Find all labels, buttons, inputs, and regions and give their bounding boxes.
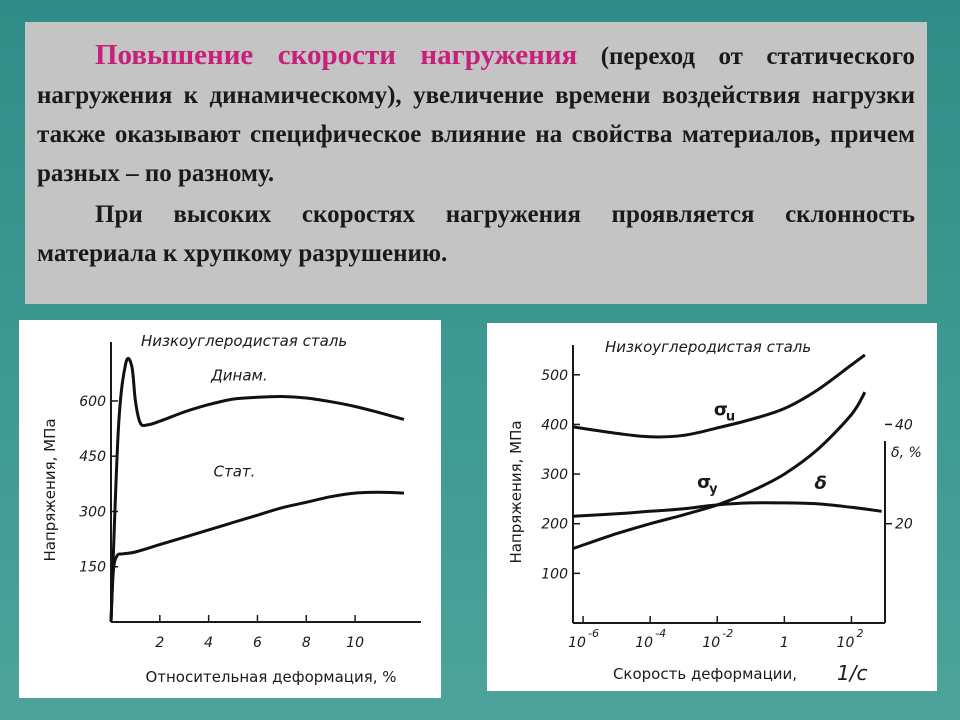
chart-right-ylabel: Напряжения, МПа [507,420,525,563]
highlight-phrase: Повышение скорости нагружения [95,39,578,71]
chart-left-ylabel: Напряжения, МПа [41,418,59,561]
intro-rest: (переход от статического нагружения к ди… [37,43,915,187]
series-label-sigma-u: σ [714,399,728,420]
x-tick-label-right: 10 [702,635,720,651]
chart-right-xlabel: Скорость деформации, [613,665,797,683]
series-label-sub-sigma-u: u [726,409,735,424]
y-tick-label-right: 400 [541,417,568,433]
series-line-dynamic [109,356,405,623]
series-line-sigma-u [572,353,866,439]
series-label-sub-sigma-y: y [709,482,718,497]
x-tick-label-right: 10 [635,635,653,651]
y-tick-label-right: 300 [541,467,568,483]
series-label-static: Стат. [214,462,256,480]
x-tick-label-left: 2 [155,635,164,651]
chart-strain-rate: Низкоуглеродистая сталь 10 -6 10 -4 10 -2 1 10 2 1… [487,323,937,691]
x-tick-label-left: 10 [346,635,364,651]
y2-tick-label-right: 20 [895,517,913,533]
series-line-delta [572,501,882,518]
y-tick-label-right: 100 [541,566,568,582]
series-label-dynamic: Динам. [210,367,268,385]
y-tick-label-left: 300 [79,504,106,520]
x-tick-label-right: 10 [837,635,855,651]
x-tick-label-left: 6 [253,635,262,651]
series-label-delta: δ [815,473,827,494]
x-tick-exponent-right: 2 [856,627,863,640]
series-line-static [109,490,404,623]
y-tick-label-left: 600 [79,394,106,410]
paragraph-conclusion: При высоких скоростях нагружения проявля… [37,201,915,267]
chart-left-title: Низкоуглеродистая сталь [141,332,347,350]
y-tick-label-left: 450 [79,449,106,465]
x-tick-label-right: 10 [568,635,586,651]
y-tick-label-left: 150 [79,560,106,576]
chart-right-title: Низкоуглеродистая сталь [605,338,811,356]
chart-right-y2label: δ, % [891,445,922,461]
paragraph-intro: Повышение скорости нагружения (переход о… [37,36,915,193]
series-line-sigma-y [572,391,867,550]
x-tick-label-left: 4 [204,635,213,651]
x-tick-label-right: 1 [780,635,789,651]
x-tick-exponent-right: -6 [588,627,599,640]
text-panel: Повышение скорости нагружения (переход о… [25,22,927,304]
chart-left-xlabel: Относительная деформация, % [145,668,396,686]
x-tick-label-left: 8 [302,635,311,651]
chart-left-svg: Низкоуглеродистая сталь 2 4 6 8 10 150 300 450 60… [41,332,421,686]
chart-static-dynamic: Низкоуглеродистая сталь 2 4 6 8 10 150 300 450 60… [19,320,441,698]
y-tick-label-right: 200 [541,517,568,533]
chart-right-xlabel-unit: 1/с [837,661,867,685]
x-tick-exponent-right: -2 [722,627,733,640]
y2-tick-label-right: 40 [895,417,913,433]
y-tick-label-right: 500 [541,368,568,384]
x-tick-exponent-right: -4 [655,627,666,640]
series-label-sigma-y: σ [697,472,711,493]
